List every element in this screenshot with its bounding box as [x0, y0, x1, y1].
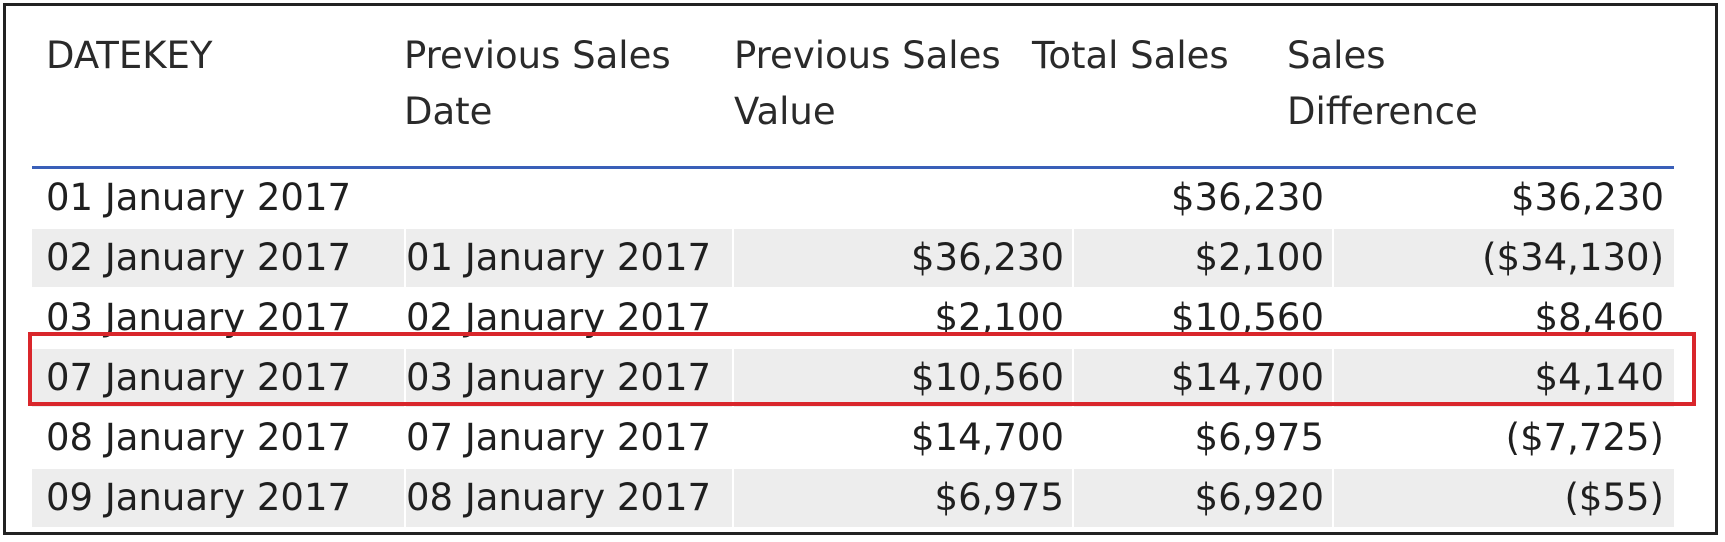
table-header-row: DATEKEY Previous Sales Date Previous Sal…	[32, 6, 1674, 169]
cell-previous-sales-date: 02 January 2017	[404, 289, 746, 347]
sales-table: DATEKEY Previous Sales Date Previous Sal…	[32, 6, 1674, 529]
cell-previous-sales-value: $14,700	[732, 409, 1064, 467]
cell-previous-sales-date: 03 January 2017	[404, 349, 746, 407]
column-header-sales-difference[interactable]: Sales Difference	[1287, 34, 1478, 133]
table-row-highlighted: 07 January 2017 03 January 2017 $10,560 …	[32, 349, 1674, 409]
cell-total-sales: $14,700	[1072, 349, 1324, 407]
cell-previous-sales-value: $10,560	[732, 349, 1064, 407]
cell-previous-sales-value: $2,100	[732, 289, 1064, 347]
cell-total-sales: $6,975	[1072, 409, 1324, 467]
cell-previous-sales-date: 07 January 2017	[404, 409, 746, 467]
cell-total-sales: $2,100	[1072, 229, 1324, 287]
cell-total-sales: $36,230	[1072, 169, 1324, 227]
cell-datekey: 07 January 2017	[46, 356, 352, 399]
column-header-total-sales[interactable]: Total Sales	[1032, 34, 1229, 77]
column-header-previous-sales-value[interactable]: Previous Sales Value	[734, 34, 1001, 133]
table-row: 01 January 2017 $36,230 $36,230	[32, 169, 1674, 229]
table-row: 08 January 2017 07 January 2017 $14,700 …	[32, 409, 1674, 469]
cell-previous-sales-value	[732, 169, 1064, 227]
cell-previous-sales-value: $6,975	[732, 469, 1064, 527]
column-header-datekey[interactable]: DATEKEY	[46, 34, 213, 77]
cell-sales-difference: ($34,130)	[1332, 229, 1664, 287]
cell-total-sales: $10,560	[1072, 289, 1324, 347]
table-visual-frame: DATEKEY Previous Sales Date Previous Sal…	[3, 3, 1718, 535]
cell-datekey: 03 January 2017	[46, 296, 352, 339]
cell-sales-difference: $4,140	[1332, 349, 1664, 407]
cell-datekey: 01 January 2017	[46, 176, 352, 219]
table-row: 02 January 2017 01 January 2017 $36,230 …	[32, 229, 1674, 289]
cell-datekey: 02 January 2017	[46, 236, 352, 279]
cell-sales-difference: $36,230	[1332, 169, 1664, 227]
table-row: 03 January 2017 02 January 2017 $2,100 $…	[32, 289, 1674, 349]
cell-datekey: 08 January 2017	[46, 416, 352, 459]
cell-previous-sales-date: 01 January 2017	[404, 229, 746, 287]
cell-total-sales: $6,920	[1072, 469, 1324, 527]
cell-previous-sales-date: 08 January 2017	[404, 469, 746, 527]
cell-sales-difference: ($55)	[1332, 469, 1664, 527]
cell-sales-difference: ($7,725)	[1332, 409, 1664, 467]
cell-previous-sales-date	[404, 169, 746, 227]
cell-previous-sales-value: $36,230	[732, 229, 1064, 287]
cell-sales-difference: $8,460	[1332, 289, 1664, 347]
column-header-previous-sales-date[interactable]: Previous Sales Date	[404, 34, 671, 133]
table-row-partial: 09 January 2017 08 January 2017 $6,975 $…	[32, 469, 1674, 529]
cell-datekey: 09 January 2017	[46, 476, 352, 519]
